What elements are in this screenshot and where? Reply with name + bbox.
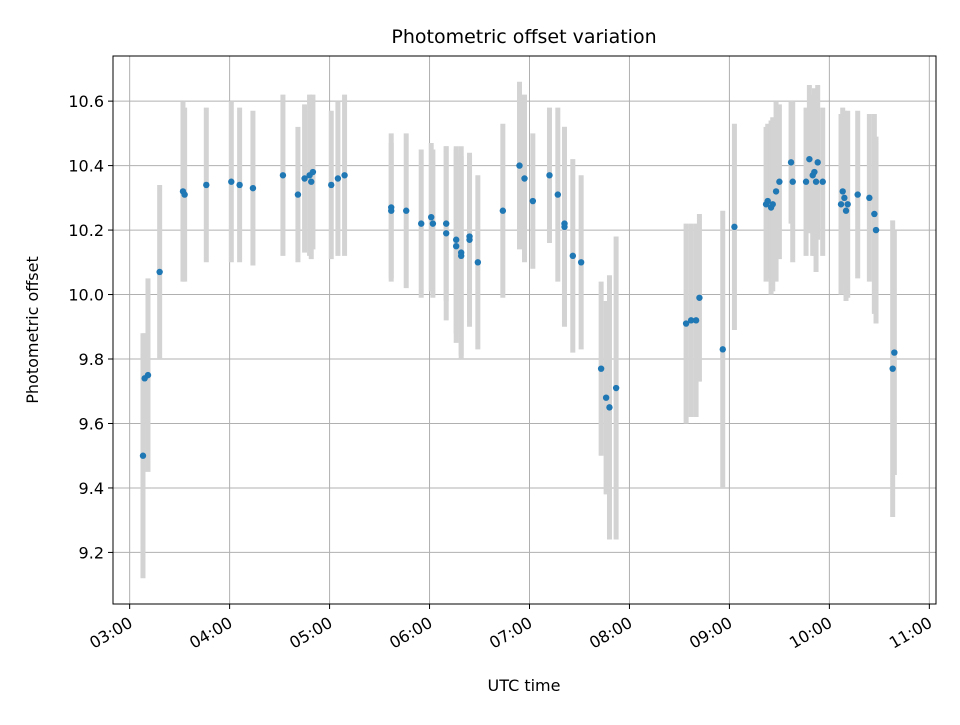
data-point-37 [529, 197, 537, 205]
y-tick-label-2: 9.6 [79, 414, 104, 433]
data-point-60 [787, 159, 795, 166]
data-point-48 [682, 320, 690, 327]
data-point-72 [842, 207, 850, 214]
data-point-67 [814, 159, 821, 166]
data-point-74 [854, 191, 861, 198]
data-point-2 [144, 371, 152, 379]
data-point-24 [429, 220, 437, 227]
data-point-32 [466, 236, 473, 243]
data-point-43 [577, 259, 585, 266]
data-point-61 [789, 178, 796, 185]
data-point-23 [428, 213, 435, 221]
chart-title: Photometric offset variation [391, 26, 656, 48]
data-point-79 [891, 349, 898, 356]
y-tick-label-7: 10.6 [68, 92, 104, 111]
data-point-14 [308, 178, 315, 185]
data-point-9 [249, 184, 257, 192]
y-tick-label-0: 9.2 [79, 543, 104, 562]
data-point-10 [279, 172, 287, 179]
data-point-15 [309, 168, 317, 176]
data-point-26 [442, 230, 450, 237]
data-point-75 [866, 194, 873, 202]
data-point-70 [839, 188, 846, 195]
data-point-12 [301, 175, 308, 182]
data-point-77 [872, 226, 880, 234]
data-point-27 [452, 236, 460, 243]
data-point-28 [452, 242, 460, 250]
data-point-46 [606, 404, 613, 411]
data-point-17 [334, 175, 342, 182]
data-point-57 [769, 201, 776, 208]
y-tick-label-1: 9.4 [79, 479, 104, 498]
data-point-62 [802, 178, 810, 185]
data-point-36 [521, 175, 528, 182]
data-point-39 [554, 191, 562, 198]
data-point-76 [871, 210, 878, 218]
data-point-66 [812, 178, 820, 185]
data-point-6 [203, 181, 210, 189]
data-point-33 [474, 259, 482, 266]
data-point-78 [889, 365, 896, 372]
y-axis-ticks: 9.2 9.4 9.6 9.8 10.0 10.2 10.4 10.6 [68, 92, 113, 562]
data-point-53 [731, 223, 738, 231]
data-point-7 [228, 178, 235, 185]
data-point-38 [546, 172, 553, 179]
data-point-51 [696, 294, 703, 301]
y-tick-label-5: 10.2 [68, 221, 104, 240]
y-tick-label-3: 9.8 [79, 350, 104, 369]
data-point-50 [692, 317, 700, 324]
data-point-49 [687, 317, 695, 324]
y-axis-title: Photometric offset [23, 256, 42, 404]
data-point-55 [764, 197, 771, 205]
data-point-35 [516, 162, 523, 169]
data-point-44 [597, 365, 605, 372]
data-point-73 [844, 201, 851, 208]
data-point-3 [156, 268, 163, 276]
data-point-25 [442, 220, 450, 227]
data-point-45 [602, 394, 610, 401]
data-point-58 [772, 188, 780, 195]
data-point-20 [388, 207, 395, 214]
data-point-52 [719, 346, 726, 353]
data-point-21 [403, 207, 410, 214]
data-point-8 [236, 181, 243, 189]
plot-frame [112, 55, 937, 605]
data-point-68 [819, 178, 826, 185]
y-tick-label-4: 10.0 [68, 286, 104, 305]
y-tick-label-6: 10.4 [68, 157, 104, 176]
data-point-63 [806, 155, 813, 163]
data-point-59 [776, 178, 783, 185]
data-point-16 [328, 181, 335, 189]
x-axis-title: UTC time [488, 676, 561, 695]
data-point-65 [811, 168, 818, 176]
data-point-71 [841, 194, 848, 202]
data-point-5 [181, 191, 188, 198]
data-point-22 [418, 220, 425, 227]
data-point-0 [139, 452, 147, 459]
data-point-69 [837, 201, 845, 208]
data-point-18 [341, 172, 348, 179]
data-points [139, 155, 898, 459]
data-point-11 [294, 191, 302, 198]
data-point-42 [569, 252, 577, 260]
data-point-30 [457, 252, 465, 260]
data-point-41 [561, 223, 568, 231]
data-point-34 [499, 207, 507, 214]
data-point-47 [612, 384, 620, 392]
